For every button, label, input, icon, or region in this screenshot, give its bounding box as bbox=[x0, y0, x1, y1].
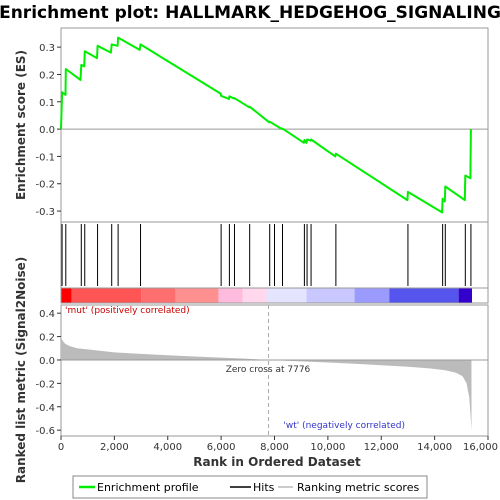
heatmap-segment bbox=[242, 288, 267, 303]
heatmap-frame bbox=[60, 287, 489, 304]
x-tick-label: 12,000 bbox=[364, 442, 399, 453]
heatmap-segment bbox=[354, 288, 390, 303]
metric-plot-frame bbox=[60, 304, 489, 437]
es-y-axis-label: Enrichment score (ES) bbox=[14, 50, 28, 200]
es-y-tick-label: 0.3 bbox=[39, 43, 55, 54]
es-y-tick-label: 0.0 bbox=[39, 125, 55, 136]
heatmap-segment bbox=[218, 288, 243, 303]
x-tick-label: 6,000 bbox=[207, 442, 236, 453]
rank-heatmap-bar bbox=[60, 287, 489, 304]
metric-y-tick-label: -0.2 bbox=[35, 379, 55, 390]
metric-y-ticks: -0.6 -0.4 -0.2 0.0 0.2 0.4 bbox=[35, 309, 61, 437]
metric-y-tick-label: 0.2 bbox=[39, 333, 55, 344]
heatmap-segment bbox=[61, 288, 72, 303]
metric-y-tick-label: 0.0 bbox=[39, 356, 55, 367]
chart-title: Enrichment plot: HALLMARK_HEDGEHOG_SIGNA… bbox=[0, 3, 500, 23]
es-y-tick-label: -0.3 bbox=[35, 207, 55, 218]
enrichment-profile-line bbox=[60, 36, 472, 214]
heatmap-segment bbox=[389, 288, 459, 303]
zero-cross-label: Zero cross at 7776 bbox=[226, 365, 311, 375]
es-y-tick-label: 0.1 bbox=[39, 98, 55, 109]
es-y-tick-label: -0.1 bbox=[35, 152, 55, 163]
metric-y-tick-label: -0.4 bbox=[35, 403, 55, 414]
heatmap-segment bbox=[141, 288, 176, 303]
x-tick-label: 14,000 bbox=[417, 442, 452, 453]
es-y-ticks: -0.3 -0.2 -0.1 0.0 0.1 0.2 0.3 bbox=[35, 43, 61, 218]
es-y-tick-label: -0.2 bbox=[35, 180, 55, 191]
heatmap-segment bbox=[458, 288, 472, 303]
heatmap-segment bbox=[306, 288, 355, 303]
metric-y-tick-label: 0.4 bbox=[39, 309, 55, 320]
es-y-tick-label: 0.2 bbox=[39, 70, 55, 81]
metric-y-tick-label: -0.6 bbox=[35, 426, 55, 437]
positive-correlation-label: 'mut' (positively correlated) bbox=[65, 306, 190, 316]
legend-label-enrichment-profile: Enrichment profile bbox=[97, 481, 199, 494]
legend-label-hits: Hits bbox=[253, 481, 275, 494]
x-tick-label: 10,000 bbox=[310, 442, 345, 453]
x-tick-label: 16,000 bbox=[463, 442, 498, 453]
x-axis-label: Rank in Ordered Dataset bbox=[193, 455, 361, 469]
x-tick-label: 0 bbox=[58, 442, 64, 453]
enrichment-score-panel: -0.3 -0.2 -0.1 0.0 0.1 0.2 0.3 Enrichment scor… bbox=[14, 27, 489, 223]
x-tick-label: 4,000 bbox=[153, 442, 182, 453]
negative-correlation-label: 'wt' (negatively correlated) bbox=[283, 421, 405, 431]
legend-label-ranking-metric: Ranking metric scores bbox=[297, 481, 419, 494]
x-tick-label: 2,000 bbox=[100, 442, 129, 453]
hit-marks bbox=[61, 224, 472, 286]
ranked-metric-panel: -0.6 -0.4 -0.2 0.0 0.2 0.4 'mut' (positively … bbox=[14, 257, 489, 484]
x-axis-ticks: 0 2,000 4,000 6,000 8,000 10,000 12,000 14,000 1… bbox=[58, 436, 498, 453]
hits-panel bbox=[60, 221, 489, 289]
heatmap-segment bbox=[266, 288, 307, 303]
metric-y-axis-label: Ranked list metric (Signal2Noise) bbox=[14, 257, 28, 484]
heatmap-segment bbox=[175, 288, 219, 303]
x-tick-label: 8,000 bbox=[260, 442, 289, 453]
chart-legend: Enrichment profile Hits Ranking metric s… bbox=[72, 475, 428, 499]
heatmap-segment bbox=[71, 288, 142, 303]
